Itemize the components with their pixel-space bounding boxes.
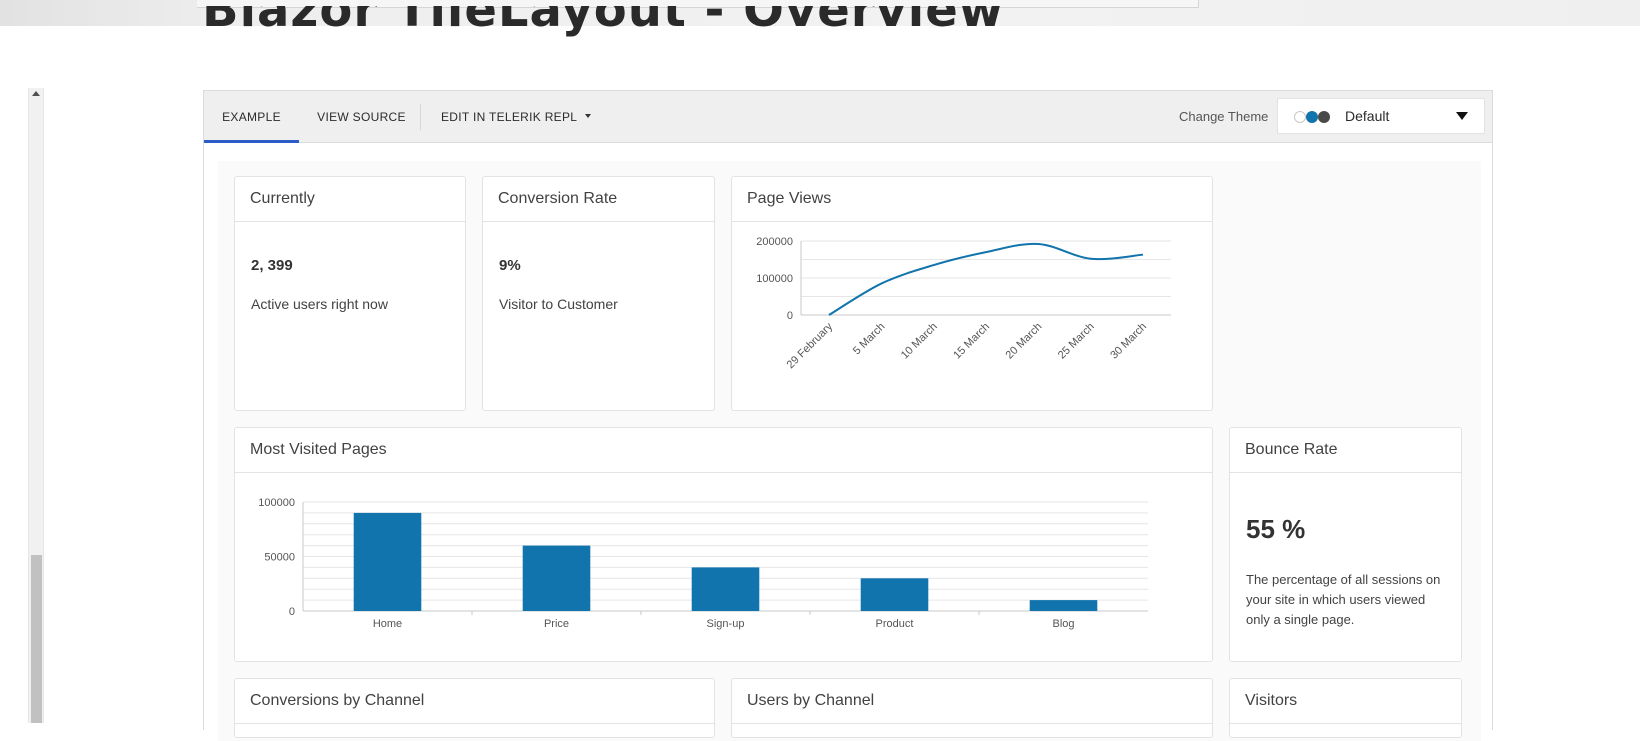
dropdown-arrow-icon[interactable]	[1456, 112, 1468, 120]
bounce-rate-description: The percentage of all sessions on your s…	[1246, 572, 1441, 627]
tab-example[interactable]: EXAMPLE	[204, 91, 299, 143]
top-bar-edge	[197, 0, 1199, 8]
tile-bounce-rate[interactable]: Bounce Rate 55 % The percentage of all s…	[1229, 427, 1462, 662]
x-category-label: Product	[876, 618, 914, 630]
bounce-rate-value: 55 %	[1246, 514, 1306, 544]
most-visited-bar-chart: 0 50000 100000 Home Price Sign-up Product Blog	[258, 497, 1148, 630]
tile-conversions-by-channel[interactable]: Conversions by Channel	[234, 678, 715, 738]
theme-swatch-dark-icon	[1318, 111, 1330, 123]
page-views-line-chart: 0 100000 200000 29 February 5 March 10 March 1…	[756, 236, 1171, 371]
y-tick-label: 0	[289, 606, 295, 618]
tile-header[interactable]: Bounce Rate	[1230, 428, 1461, 473]
theme-swatch-light-icon	[1294, 111, 1306, 123]
tile-conversion-rate[interactable]: Conversion Rate 9% Visitor to Customer	[482, 176, 715, 411]
x-tick-label: 15 March	[951, 321, 992, 362]
x-tick-label: 20 March	[1004, 321, 1045, 362]
bar-price	[522, 545, 591, 611]
tile-header[interactable]: Users by Channel	[732, 679, 1212, 724]
x-category-label: Sign-up	[707, 618, 745, 630]
tile-header[interactable]: Currently	[235, 177, 465, 222]
tile-visitors[interactable]: Visitors	[1229, 678, 1462, 738]
tile-header[interactable]: Conversions by Channel	[235, 679, 714, 724]
x-tick-label: 25 March	[1056, 321, 1097, 362]
theme-dropdown-value: Default	[1345, 108, 1390, 124]
conversion-rate-caption: Visitor to Customer	[499, 296, 618, 312]
theme-dropdown[interactable]: Default	[1277, 98, 1485, 134]
theme-swatches	[1294, 111, 1334, 123]
tile-currently[interactable]: Currently 2, 399 Active users right now	[234, 176, 466, 411]
y-tick-label: 0	[787, 310, 793, 322]
caret-down-icon	[585, 113, 592, 118]
tile-header[interactable]: Most Visited Pages	[235, 428, 1212, 473]
theme-swatch-primary-icon	[1306, 111, 1318, 123]
tile-header[interactable]: Visitors	[1230, 679, 1461, 724]
x-tick-label: 30 March	[1108, 321, 1149, 362]
bar-home	[353, 512, 422, 611]
bar-sign-up	[691, 567, 760, 611]
y-tick-label: 50000	[264, 552, 295, 564]
demo-toolbar: EXAMPLE VIEW SOURCE EDIT IN TELERIK REPL…	[204, 91, 1492, 143]
tile-users-by-channel[interactable]: Users by Channel	[731, 678, 1213, 738]
conversion-rate-value: 9%	[499, 257, 521, 274]
scrollbar-thumb[interactable]	[31, 555, 42, 723]
active-users-value: 2, 399	[251, 257, 293, 274]
tile-most-visited-pages[interactable]: Most Visited Pages 0 50000 100000 Home Price…	[234, 427, 1213, 662]
page-title: Blazor TileLayout - Overview	[202, 0, 1005, 38]
active-users-caption: Active users right now	[251, 296, 388, 312]
bar-product	[860, 578, 929, 611]
bar-blog	[1029, 600, 1098, 611]
x-category-label: Price	[544, 618, 569, 630]
x-category-label: Home	[373, 618, 402, 630]
page-views-series-line	[828, 242, 1144, 316]
tab-divider	[420, 104, 421, 130]
y-tick-label: 200000	[756, 236, 793, 248]
x-tick-label: 10 March	[899, 321, 940, 362]
vertical-scrollbar[interactable]	[28, 88, 44, 723]
y-tick-label: 100000	[258, 497, 295, 509]
change-theme-label: Change Theme	[1179, 109, 1269, 124]
tab-view-source[interactable]: VIEW SOURCE	[317, 110, 406, 124]
tile-header[interactable]: Page Views	[732, 177, 1212, 222]
x-tick-label: 29 February	[785, 320, 836, 371]
tab-edit-in-repl[interactable]: EDIT IN TELERIK REPL	[441, 91, 592, 143]
tile-page-views[interactable]: Page Views 0 100000 200000 29 February 5 Mar…	[731, 176, 1213, 411]
x-tick-label: 5 March	[851, 321, 888, 358]
y-tick-label: 100000	[756, 273, 793, 285]
x-category-label: Blog	[1052, 618, 1074, 630]
scroll-up-arrow-icon[interactable]	[32, 91, 40, 96]
tile-header[interactable]: Conversion Rate	[483, 177, 714, 222]
tab-edit-in-repl-label: EDIT IN TELERIK REPL	[441, 110, 578, 124]
